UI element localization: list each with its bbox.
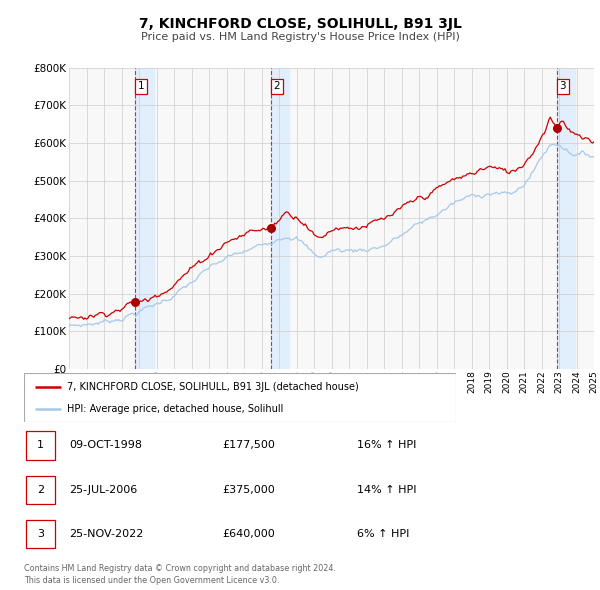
Text: £177,500: £177,500 (222, 441, 275, 450)
Text: 3: 3 (559, 81, 566, 91)
Text: This data is licensed under the Open Government Licence v3.0.: This data is licensed under the Open Gov… (24, 576, 280, 585)
Text: Price paid vs. HM Land Registry's House Price Index (HPI): Price paid vs. HM Land Registry's House … (140, 32, 460, 42)
Text: 25-NOV-2022: 25-NOV-2022 (69, 529, 143, 539)
Text: 25-JUL-2006: 25-JUL-2006 (69, 485, 137, 494)
Text: 3: 3 (37, 529, 44, 539)
FancyBboxPatch shape (26, 431, 55, 460)
Bar (271, 68, 289, 369)
Text: Contains HM Land Registry data © Crown copyright and database right 2024.: Contains HM Land Registry data © Crown c… (24, 565, 336, 573)
Text: 2: 2 (37, 485, 44, 494)
Text: £375,000: £375,000 (222, 485, 275, 494)
Text: 09-OCT-1998: 09-OCT-1998 (69, 441, 142, 450)
FancyBboxPatch shape (24, 373, 456, 422)
Text: 7, KINCHFORD CLOSE, SOLIHULL, B91 3JL (detached house): 7, KINCHFORD CLOSE, SOLIHULL, B91 3JL (d… (67, 382, 359, 392)
Bar (136, 68, 154, 369)
Text: HPI: Average price, detached house, Solihull: HPI: Average price, detached house, Soli… (67, 404, 284, 414)
Text: 16% ↑ HPI: 16% ↑ HPI (357, 441, 416, 450)
Bar (557, 68, 575, 369)
Text: 14% ↑ HPI: 14% ↑ HPI (357, 485, 416, 494)
FancyBboxPatch shape (26, 476, 55, 504)
Text: £640,000: £640,000 (222, 529, 275, 539)
Text: 6% ↑ HPI: 6% ↑ HPI (357, 529, 409, 539)
Text: 2: 2 (274, 81, 280, 91)
FancyBboxPatch shape (26, 520, 55, 548)
Text: 7, KINCHFORD CLOSE, SOLIHULL, B91 3JL: 7, KINCHFORD CLOSE, SOLIHULL, B91 3JL (139, 17, 461, 31)
Text: 1: 1 (37, 441, 44, 450)
Text: 1: 1 (137, 81, 144, 91)
